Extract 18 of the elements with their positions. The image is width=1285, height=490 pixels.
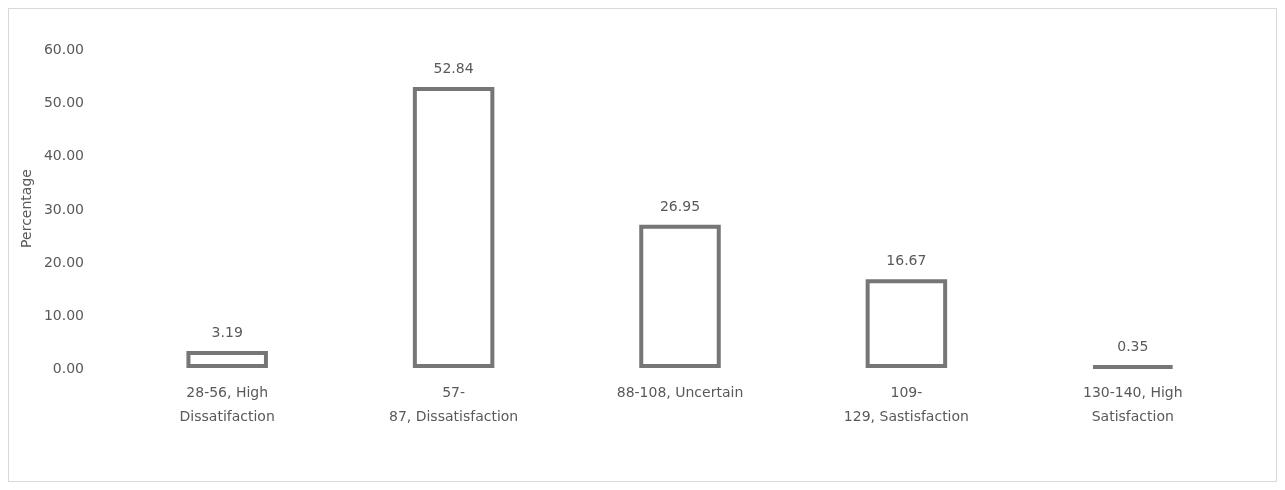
y-tick-label: 40.00 <box>43 147 84 164</box>
x-tick-label: 109- 129, Sastisfaction <box>843 384 969 424</box>
y-tick-label: 30.00 <box>43 200 84 217</box>
x-tick-label: 57- 87, Dissatisfaction <box>388 384 519 424</box>
x-tick-label: 28-56, High Dissatifaction <box>179 384 275 424</box>
data-label: 16.67 <box>886 252 927 269</box>
data-label: 52.84 <box>433 60 474 77</box>
y-tick-label: 60.00 <box>43 41 84 57</box>
y-tick-label: 20.00 <box>43 253 84 270</box>
y-axis-title: Percentage <box>18 169 35 248</box>
y-tick-label: 50.00 <box>43 94 84 111</box>
data-label: 26.95 <box>659 197 701 214</box>
x-tick-label: 130-140, High Satisfaction <box>1083 384 1183 424</box>
x-tick-label: 88-108, Uncertain <box>616 384 744 400</box>
data-label: 0.35 <box>1117 338 1149 355</box>
y-tick-label: 10.00 <box>43 306 84 323</box>
data-label: 3.19 <box>211 324 243 341</box>
y-tick-label: 0.00 <box>52 360 84 376</box>
